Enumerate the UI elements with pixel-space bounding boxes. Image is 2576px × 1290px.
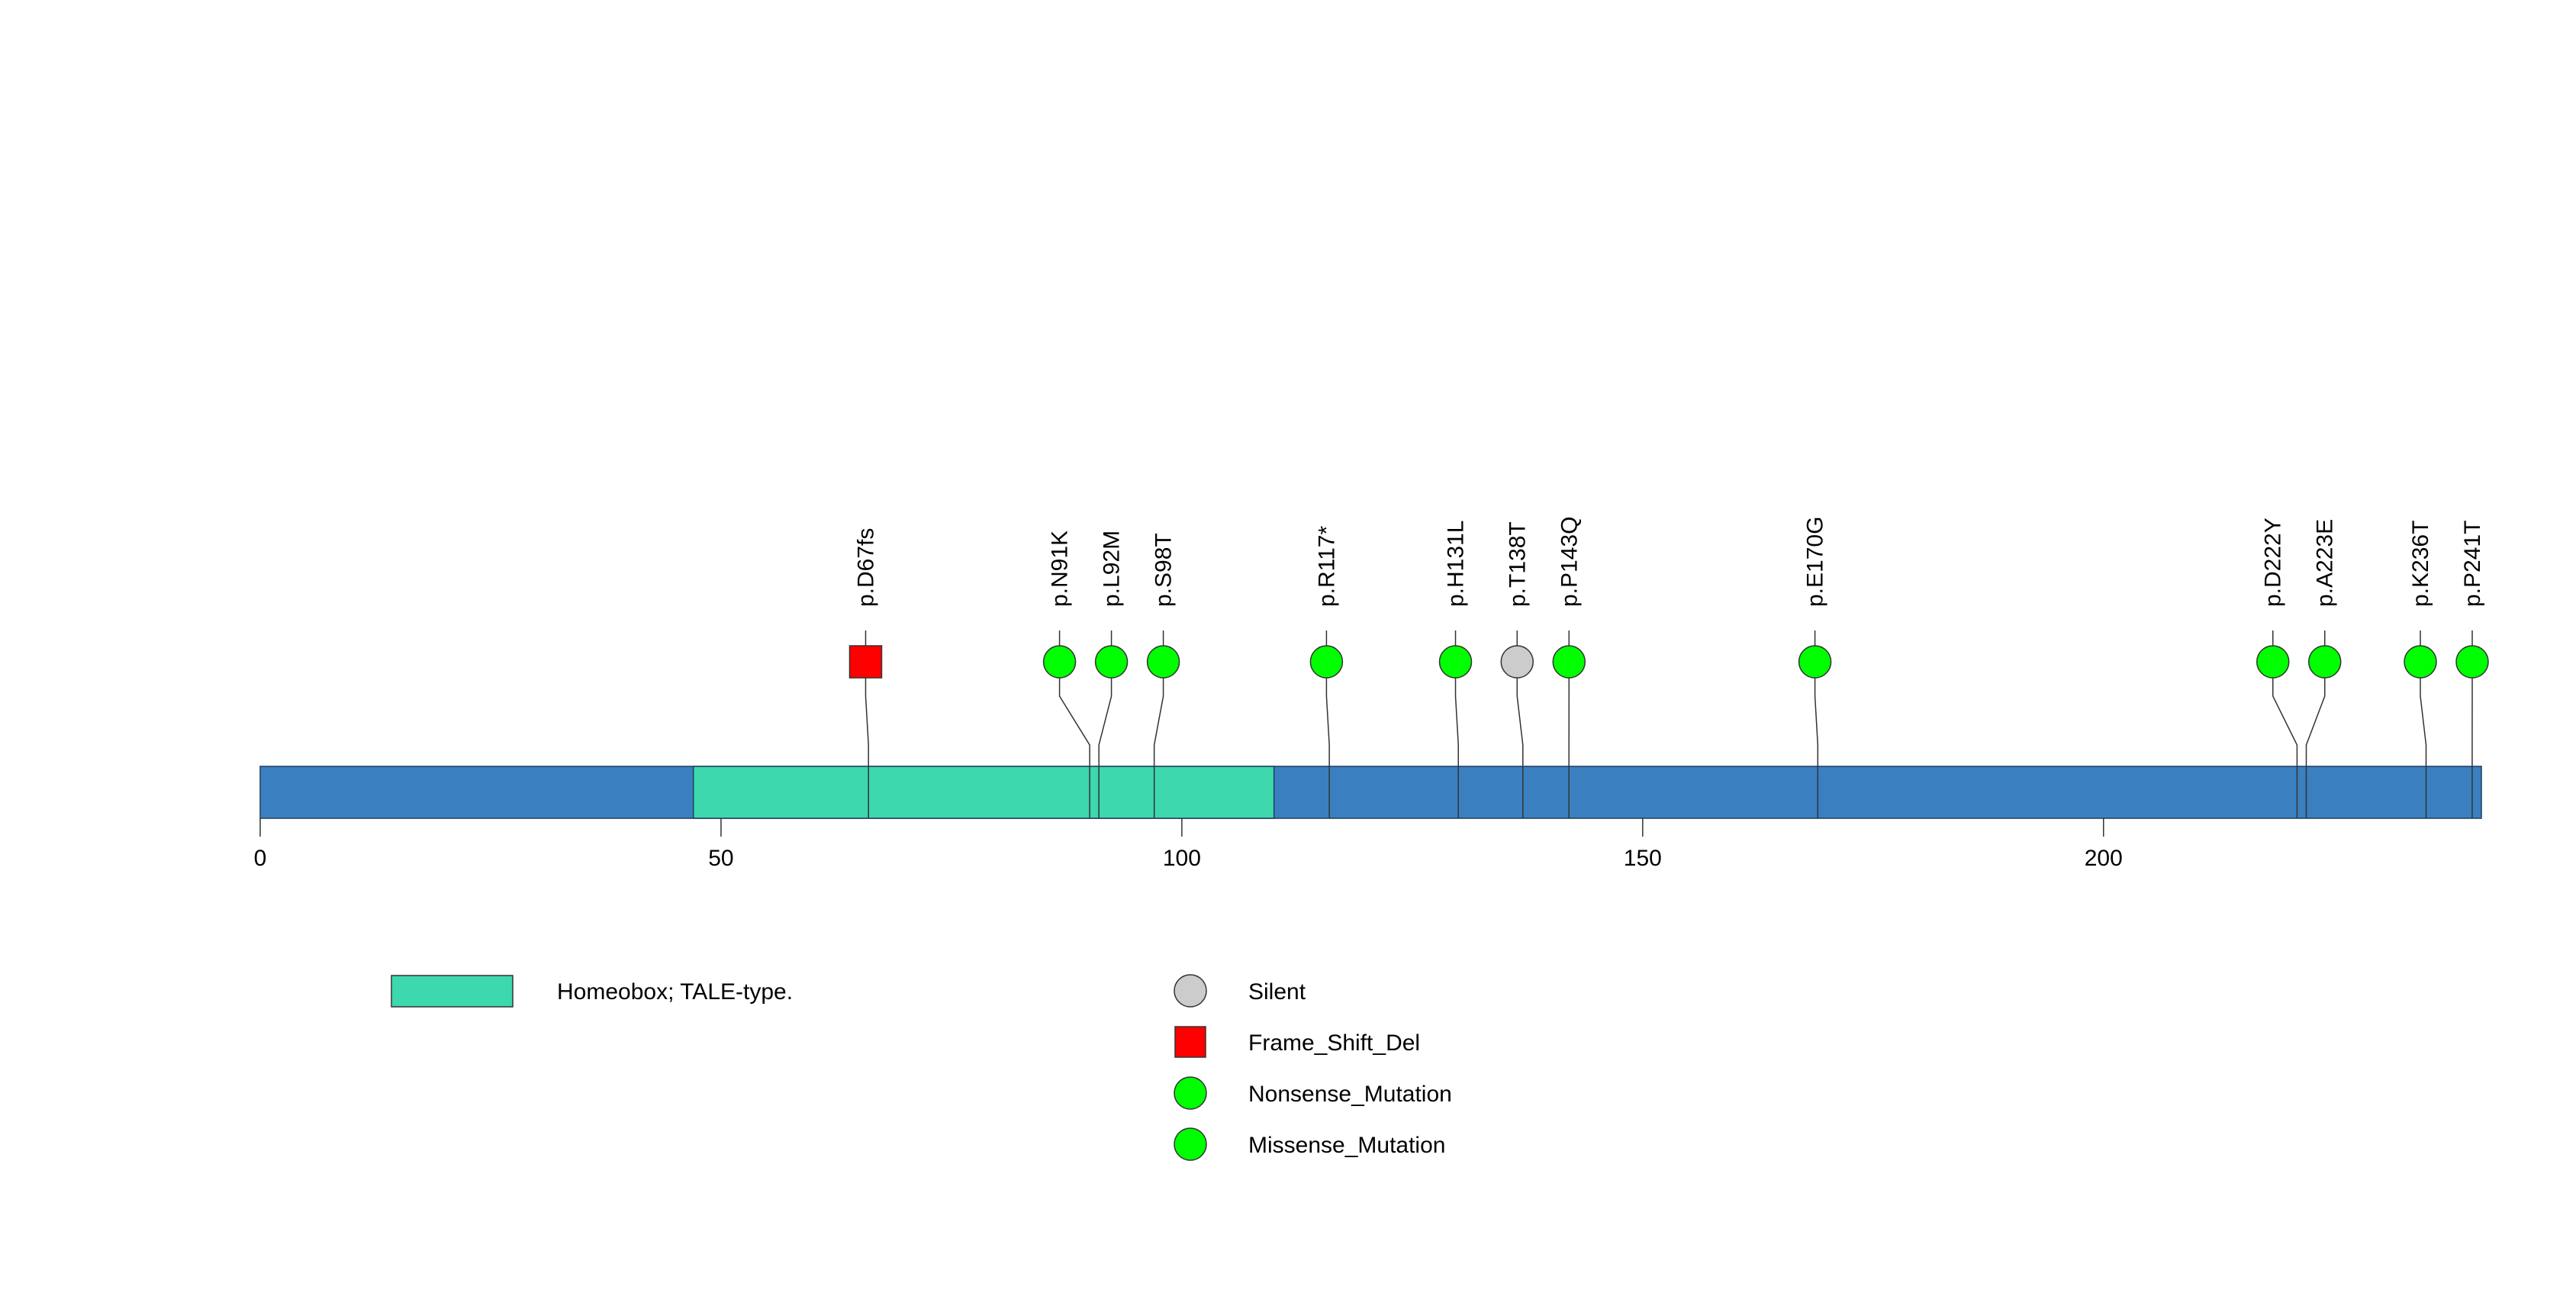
legend-mutation-label: Silent <box>1248 979 1306 1005</box>
mutation-stem <box>2305 662 2326 818</box>
axis-tick-label: 150 <box>1624 846 1662 871</box>
mutation-label: p.A223E <box>2313 519 2338 607</box>
mutation-marker-circle <box>1552 645 1586 679</box>
mutation-marker-circle <box>2307 645 2342 679</box>
mutation-stem <box>1814 662 1819 818</box>
mutation-stem <box>1325 662 1330 818</box>
mutation-marker-circle <box>1094 645 1129 679</box>
legend-domains: Homeobox; TALE-type. <box>391 975 793 1008</box>
mutation-labels: p.D67fs p.N91K p.L92M p.S98T p.R117* p.H131L p… <box>853 517 2485 607</box>
mutation-label: p.D222Y <box>2261 518 2286 607</box>
mutation-marker-circle <box>1500 645 1534 679</box>
mutation-stem <box>865 662 869 818</box>
mutation-marker-circle <box>1798 645 1832 679</box>
mutation-stem <box>1058 662 1090 818</box>
mutation-marker-circle <box>2455 645 2489 679</box>
mutation-label: p.R117* <box>1314 525 1339 607</box>
mutation-stem <box>1516 662 1524 818</box>
mutation-label: p.K236T <box>2408 521 2433 607</box>
mutation-stem <box>1454 662 1459 818</box>
mutation-label: p.D67fs <box>853 528 878 607</box>
legend-mutation-label: Frame_Shift_Del <box>1248 1030 1420 1056</box>
legend-domain-label: Homeobox; TALE-type. <box>557 979 793 1005</box>
mutation-label: p.S98T <box>1151 533 1177 607</box>
mutation-label: p.T138T <box>1505 521 1530 607</box>
mutation-label: p.N91K <box>1048 531 1073 607</box>
legend-mutation-circle <box>1174 974 1207 1008</box>
legend-mutation-label: Missense_Mutation <box>1248 1133 1445 1158</box>
axis-tick-label: 50 <box>708 846 733 871</box>
mutation-marker-circle <box>2404 645 2437 679</box>
mutation-stems <box>865 630 2473 818</box>
mutation-label: p.L92M <box>1100 531 1125 607</box>
axis-tick-label: 0 <box>254 846 267 871</box>
mutation-stem <box>1098 662 1113 818</box>
mutation-marker-circle <box>1042 645 1077 679</box>
mutation-stem <box>2420 662 2427 818</box>
legend-mutations: Silent Frame_Shift_Del Nonsense_Mutation Mi… <box>1174 974 1452 1161</box>
mutation-label: p.P241T <box>2460 521 2485 607</box>
protein-bar <box>259 766 2482 819</box>
legend-domain-swatch <box>391 975 514 1008</box>
x-axis: 0 50 100 150 200 <box>254 818 2123 871</box>
mutation-label: p.H131L <box>1444 521 1469 607</box>
legend-mutation-circle <box>1174 1076 1207 1110</box>
axis-tick-label: 200 <box>2085 846 2123 871</box>
legend-mutation-square <box>1174 1026 1206 1058</box>
mutation-marker-circle <box>1146 645 1180 679</box>
mutation-label: p.E170G <box>1803 517 1828 607</box>
mutation-label: p.P143Q <box>1557 517 1582 607</box>
mutation-marker-circle <box>2256 645 2290 679</box>
legend-mutation-label: Nonsense_Mutation <box>1248 1082 1452 1107</box>
mutation-marker-square <box>848 645 883 679</box>
axis-tick-label: 100 <box>1163 846 1201 871</box>
mutation-marker-circle <box>1309 645 1344 679</box>
mutation-marker-circle <box>1438 645 1473 679</box>
legend-mutation-circle <box>1174 1127 1207 1161</box>
protein-track <box>259 766 2482 819</box>
domain-bar <box>692 766 1275 819</box>
mutation-stem <box>1153 662 1164 818</box>
mutation-markers <box>848 645 2489 679</box>
mutation-stem <box>2272 662 2298 818</box>
